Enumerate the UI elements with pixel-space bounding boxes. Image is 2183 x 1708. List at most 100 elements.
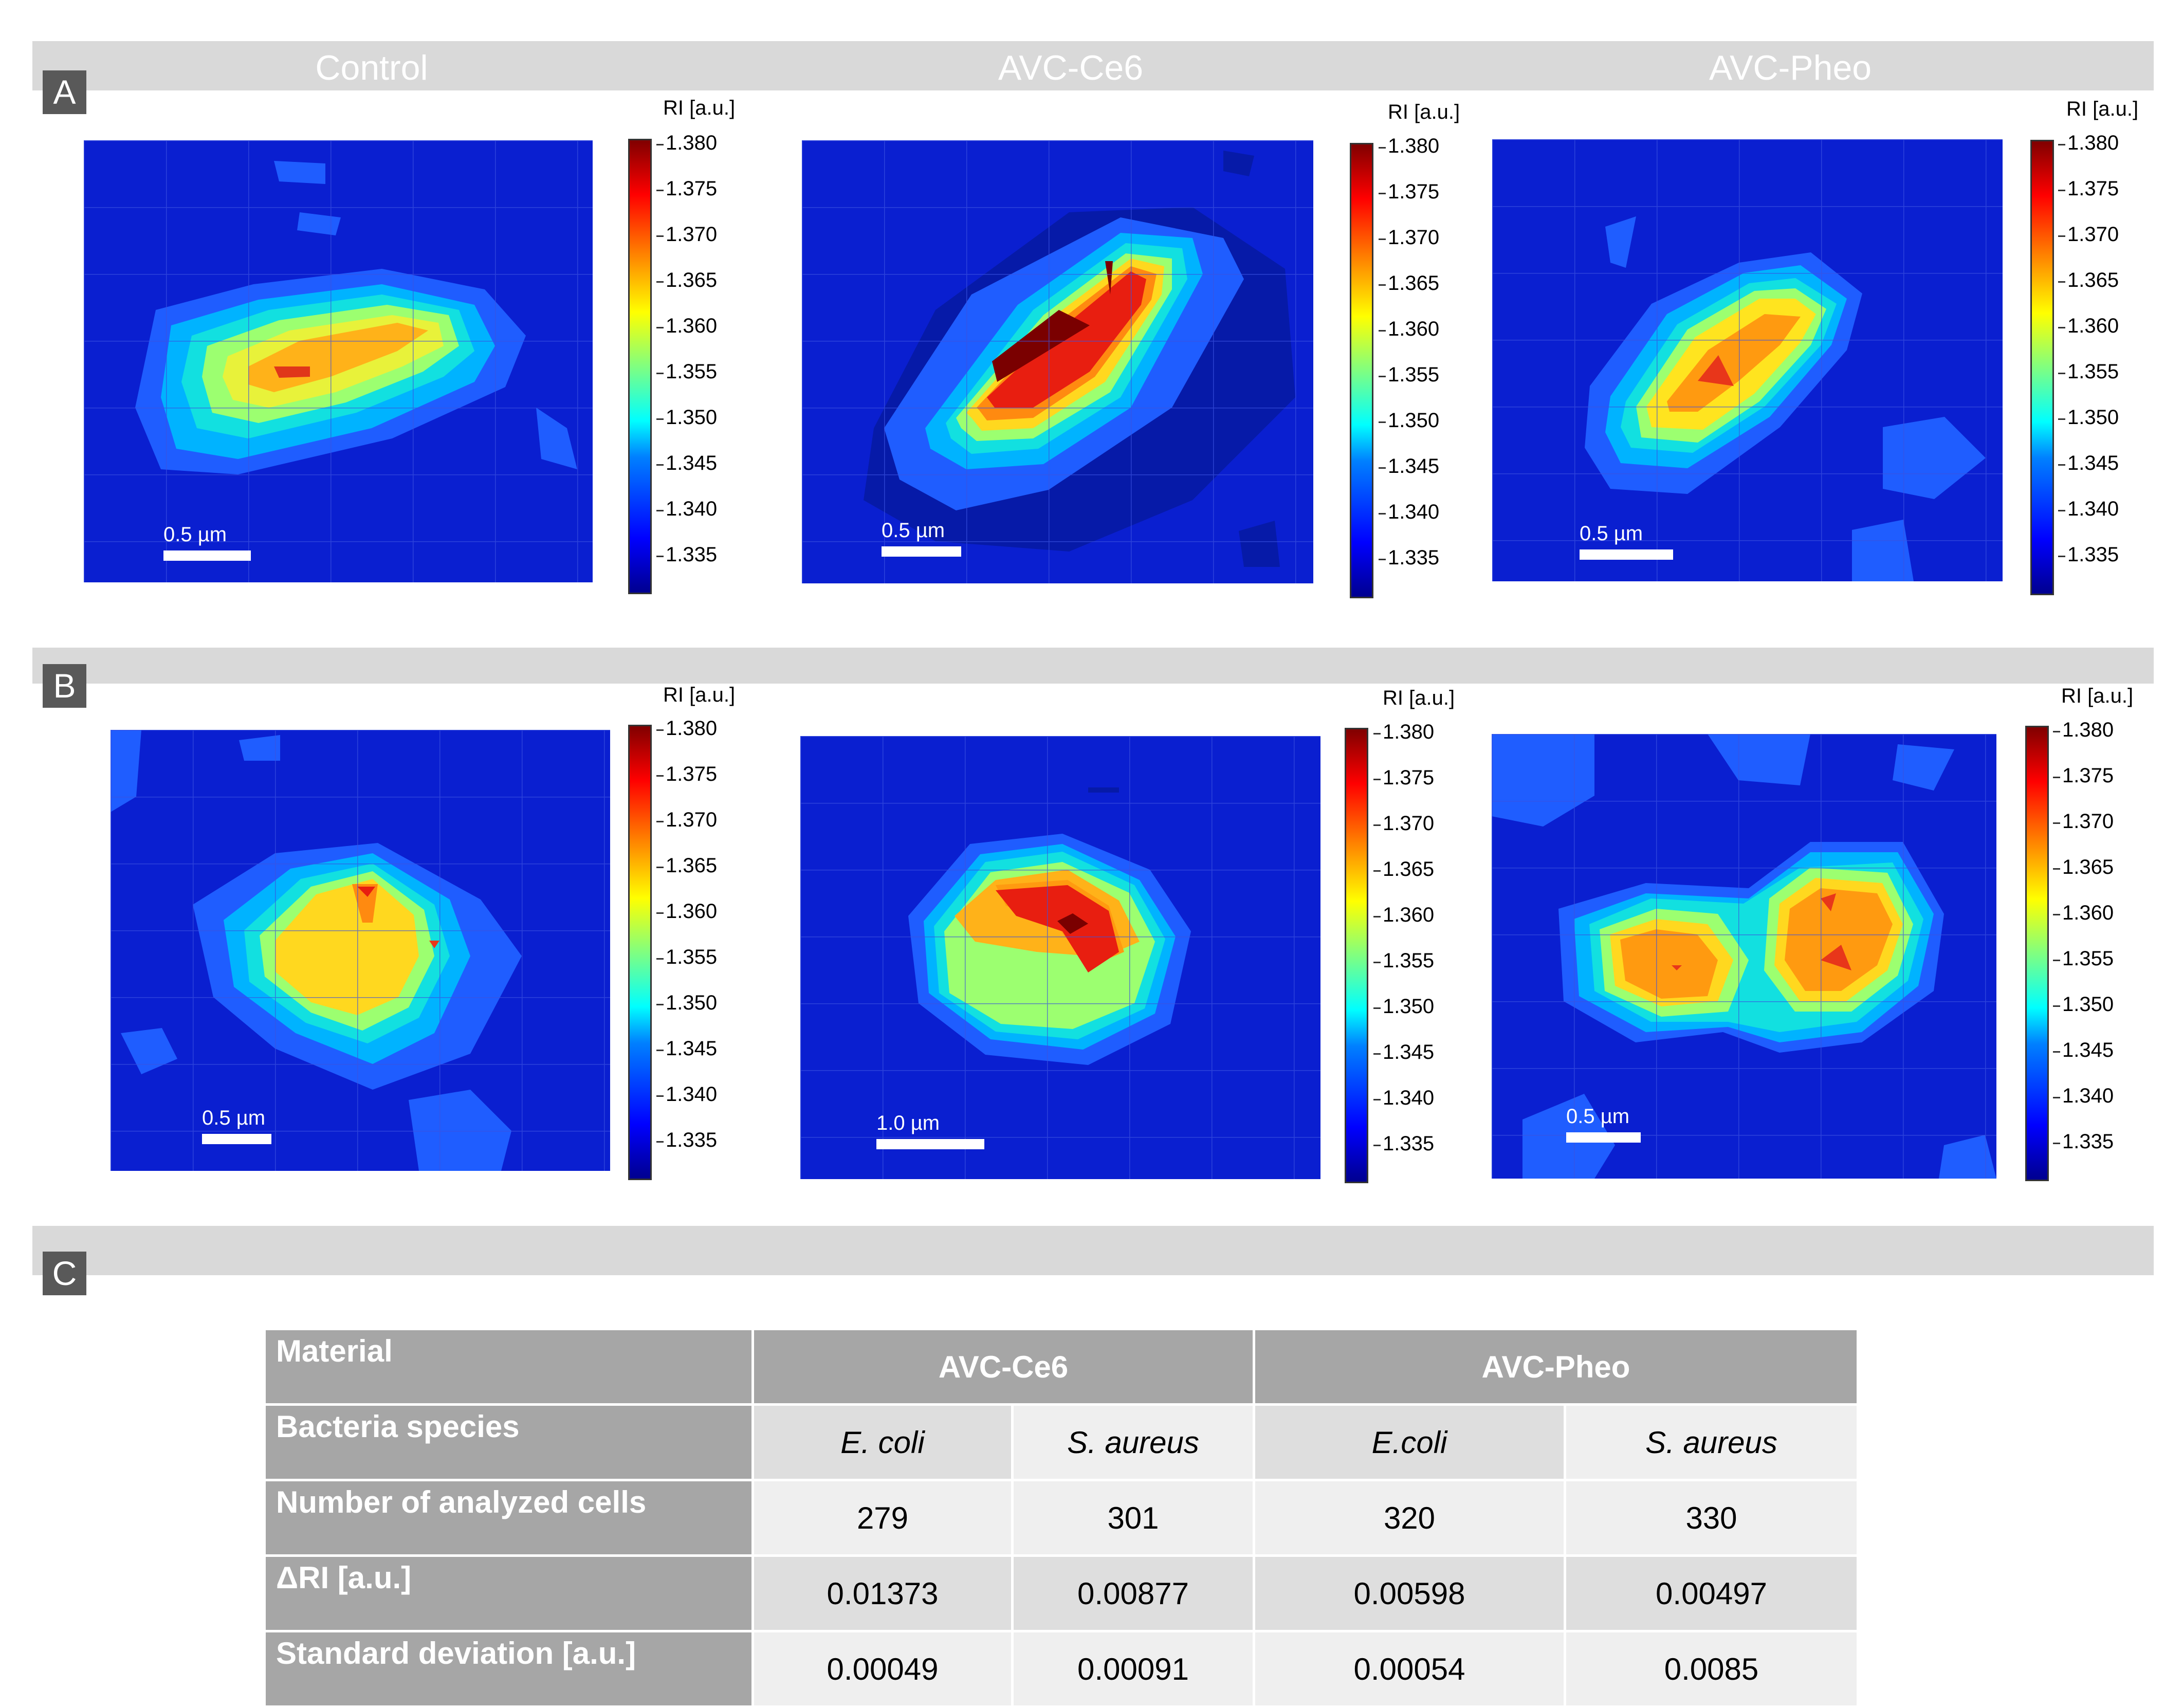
table-cell: 0.0085 [1564,1630,1859,1708]
tick-label: 1.370 [1378,226,1440,249]
tick-label: 1.335 [656,543,718,566]
table-cell: 330 [1564,1479,1859,1557]
tick-label: 1.370 [656,809,718,831]
table-cell: 279 [751,1479,1014,1557]
tick-label: 1.340 [656,1083,718,1106]
tick-label: 1.380 [1373,721,1435,743]
scale-bar-label: 0.5 µm [1566,1105,1630,1128]
tick-label: 1.365 [656,854,718,877]
tick-label: 1.340 [2058,498,2119,520]
panel-b-header-band [32,648,2154,684]
colorbar-b-control [628,725,652,1180]
ri-map-a-control: 0.5 µm [84,140,593,582]
colorbar-title: RI [a.u.] [1383,687,1455,709]
colorbar-b-ce6 [1345,728,1368,1183]
panel-label-b: B [43,664,86,708]
table-cell: E. coli [751,1403,1014,1481]
tick-label: 1.365 [656,269,718,291]
tick-label: 1.365 [1378,272,1440,295]
table-cell: 0.00877 [1011,1554,1255,1632]
table-cell: 0.00054 [1253,1630,1566,1708]
ri-map-a-ce6: 0.5 µm [802,140,1313,583]
row-header-std-dev: Standard deviation [a.u.] [263,1630,754,1708]
tick-label: 1.355 [2058,360,2119,383]
scale-bar-label: 1.0 µm [876,1112,940,1134]
colorbar-a-pheo [2030,140,2054,595]
tick-label: 1.335 [2058,543,2119,566]
colorbar-title: RI [a.u.] [663,97,736,119]
scale-bar-label: 0.5 µm [202,1107,266,1129]
ri-map-b-control: 0.5 µm [111,730,610,1171]
scale-bar-line [163,550,251,561]
column-title-avc-ce6: AVC-Ce6 [998,48,1144,87]
tick-label: 1.355 [656,946,718,968]
row-header-material: Material [263,1328,754,1406]
table-cell: S. aureus [1011,1403,1255,1481]
table-row: Standard deviation [a.u.] 0.00049 0.0009… [263,1630,1859,1708]
tick-label: 1.335 [1373,1132,1435,1155]
tick-label: 1.350 [2052,993,2114,1016]
tick-label: 1.350 [656,991,718,1014]
tick-label: 1.375 [1373,766,1435,789]
colorbar-a-control [628,139,652,594]
tick-label: 1.335 [2052,1130,2114,1153]
table-cell: S. aureus [1564,1403,1859,1481]
tick-label: 1.345 [2058,452,2119,474]
tick-label: 1.365 [2052,856,2114,878]
tick-label: 1.380 [2058,132,2119,154]
colorbar-title: RI [a.u.] [2066,98,2139,120]
tick-label: 1.360 [2058,315,2119,337]
tick-label: 1.370 [2058,223,2119,246]
tick-label: 1.380 [1378,135,1440,157]
tick-label: 1.380 [656,132,718,154]
tick-label: 1.345 [1373,1041,1435,1063]
tick-label: 1.340 [2052,1085,2114,1107]
tick-label: 1.345 [2052,1039,2114,1061]
tick-label: 1.360 [656,900,718,923]
scale-bar-line [202,1134,271,1144]
column-title-control: Control [315,48,428,87]
row-header-species: Bacteria species [263,1403,754,1481]
scale-bar-line [882,546,961,557]
material-avc-ce6: AVC-Ce6 [751,1328,1255,1406]
scale-bar-label: 0.5 µm [1580,522,1643,545]
tick-label: 1.345 [656,1037,718,1060]
tick-label: 1.370 [1373,812,1435,835]
tick-label: 1.380 [656,717,718,740]
colorbar-b-pheo [2025,726,2049,1181]
ri-map-a-pheo: 0.5 µm [1492,139,2003,581]
tick-label: 1.350 [1378,409,1440,432]
table-cell: E.coli [1253,1403,1566,1481]
table-row: Material AVC-Ce6 AVC-Pheo [263,1328,1859,1406]
colorbar-title: RI [a.u.] [1388,101,1460,123]
tick-label: 1.355 [1373,949,1435,972]
table-cell: 320 [1253,1479,1566,1557]
colorbar-title: RI [a.u.] [663,684,736,706]
panel-a-header-band: Control AVC-Ce6 AVC-Pheo [32,41,2154,90]
tick-label: 1.370 [656,223,718,246]
tick-label: 1.360 [656,315,718,337]
scale-bar-label: 0.5 µm [163,523,227,546]
table-cell: 0.00091 [1011,1630,1255,1708]
row-header-delta-ri: ΔRI [a.u.] [263,1554,754,1632]
scale-bar-label: 0.5 µm [882,519,945,542]
tick-label: 1.350 [656,406,718,429]
panel-label-a: A [43,70,86,114]
table-row: Number of analyzed cells 279 301 320 330 [263,1479,1859,1557]
tick-label: 1.340 [1373,1087,1435,1109]
tick-label: 1.350 [2058,406,2119,429]
table-row: Bacteria species E. coli S. aureus E.col… [263,1403,1859,1481]
tick-label: 1.375 [656,177,718,200]
tick-label: 1.355 [656,360,718,383]
tick-label: 1.340 [1378,501,1440,523]
tick-label: 1.380 [2052,719,2114,741]
ri-summary-table: Material AVC-Ce6 AVC-Pheo Bacteria speci… [263,1328,1859,1708]
scale-bar-line [1566,1132,1641,1143]
tick-label: 1.345 [1378,455,1440,477]
tick-label: 1.375 [2058,177,2119,200]
ri-map-b-pheo: 0.5 µm [1492,734,1996,1179]
panel-c-header-band [32,1226,2154,1275]
tick-label: 1.370 [2052,810,2114,833]
column-title-avc-pheo: AVC-Pheo [1709,48,1872,87]
tick-label: 1.360 [2052,902,2114,924]
